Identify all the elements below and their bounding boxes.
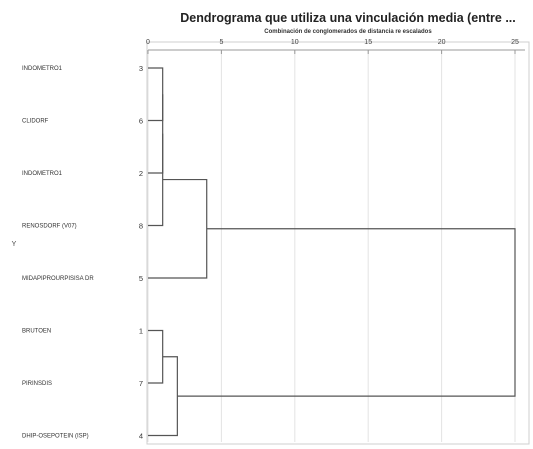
- leaf-label: INDOMETRO1: [22, 66, 63, 72]
- leaf-label: DHIP-OSEPOTEIN (ISP): [22, 434, 89, 440]
- leaf-id: 1: [139, 327, 143, 336]
- leaf-id: 4: [139, 432, 143, 441]
- plot-frame: [146, 41, 530, 445]
- chart-subtitle: Combinación de conglomerados de distanci…: [264, 29, 432, 35]
- leaf-label: PIRINSDIS: [22, 381, 52, 387]
- x-tick-label: 10: [291, 39, 299, 46]
- chart-title: Dendrograma que utiliza una vinculación …: [180, 11, 516, 25]
- y-axis-label: Y: [12, 241, 17, 248]
- dendrogram-link: [177, 228, 516, 397]
- leaf-labels: INDOMETRO1 3 CLIDORF 6 INDOMETRO1 2 RENOSDORF …: [22, 64, 143, 441]
- leaf-id: 8: [139, 222, 143, 231]
- leaf-label: MIDAPIPROURPISISA DR: [22, 276, 94, 282]
- leaf-label: BRUTOEN: [22, 329, 51, 335]
- leaf-id: 5: [139, 274, 143, 283]
- leaf-label: INDOMETRO1: [22, 171, 63, 177]
- leaf-id: 6: [139, 117, 143, 126]
- x-tick-label: 0: [146, 39, 150, 46]
- leaf-label: RENOSDORF (V07): [22, 224, 77, 230]
- x-tick-label: 25: [511, 39, 519, 46]
- leaf-id: 7: [139, 379, 143, 388]
- x-tick-label: 15: [364, 39, 372, 46]
- leaf-id: 3: [139, 64, 143, 73]
- x-tick-label: 20: [438, 39, 446, 46]
- x-tick-label: 5: [219, 39, 223, 46]
- leaf-id: 2: [139, 169, 143, 178]
- leaf-label: CLIDORF: [22, 119, 49, 125]
- dendrogram-link: [148, 133, 164, 227]
- dendrogram-links: [148, 67, 516, 437]
- x-axis: 0 5 10 15 20 25: [146, 39, 525, 54]
